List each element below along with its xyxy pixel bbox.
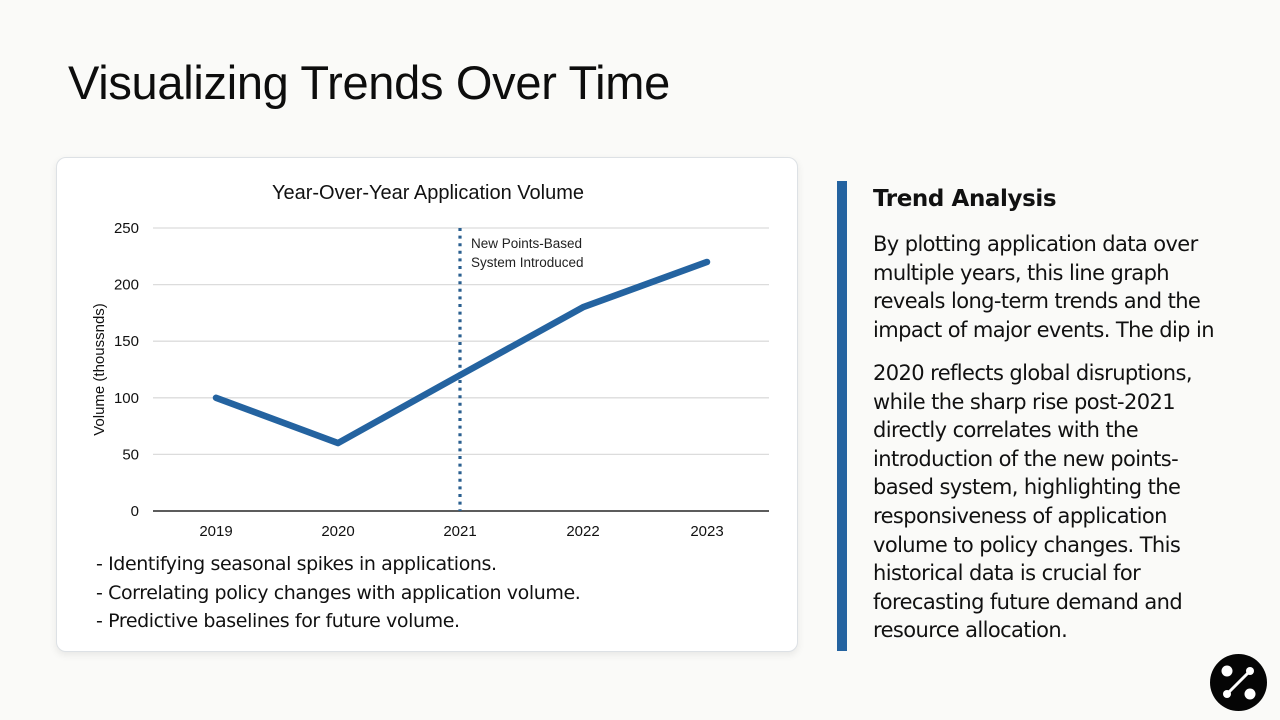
x-tick-label: 2022 <box>566 523 599 540</box>
text-line: impact of major events. The dip in <box>873 317 1215 342</box>
text-line: volume to policy changes. This <box>873 532 1181 557</box>
y-tick-label: 100 <box>114 390 139 407</box>
y-tick-label: 150 <box>114 333 139 350</box>
y-tick-label: 0 <box>131 503 139 520</box>
y-axis-label: Volume (thoussnds) <box>91 303 108 436</box>
link-nodes-icon[interactable] <box>1210 654 1267 711</box>
chart-title: Year-Over-Year Application Volume <box>271 182 585 204</box>
x-tick-label: 2020 <box>321 523 354 540</box>
y-tick-label: 250 <box>114 220 139 237</box>
x-tick-label: 2021 <box>443 523 476 540</box>
text-line: By plotting application data over <box>873 232 1198 256</box>
bullet-item: - Predictive baselines for future volume… <box>96 610 460 632</box>
text-line: responsiveness of application <box>873 503 1167 528</box>
data-line-application-volume <box>212 258 711 447</box>
bullet-list: - Identifying seasonal spikes in applica… <box>96 550 581 636</box>
side-panel-title: Trend Analysis <box>873 186 1057 212</box>
text-line: forecasting future demand and <box>873 589 1183 614</box>
text-line: 2020 reflects global disruptions, <box>873 361 1193 385</box>
text-line: based system, highlighting the <box>873 475 1181 500</box>
accent-bar <box>837 181 847 651</box>
side-panel-paragraph-1: By plotting application data over multip… <box>873 230 1253 344</box>
x-tick-label: 2019 <box>199 523 232 540</box>
text-line: historical data is crucial for <box>873 561 1141 586</box>
text-line: multiple years, this line graph <box>873 260 1170 285</box>
x-tick-label: 2023 <box>690 523 723 540</box>
page-title: Visualizing Trends Over Time <box>68 56 670 109</box>
text-line: resource allocation. <box>873 618 1068 643</box>
line-chart: 0 50 100 150 200 250 2019 2020 2021 2022 2023 Volum… <box>91 220 769 540</box>
annotation-label: New Points-Based <box>471 236 582 251</box>
y-tick-label: 50 <box>122 446 139 463</box>
chart-card: Year-Over-Year Application Volume 0 50 100… <box>56 157 798 652</box>
text-line: directly correlates with the <box>873 418 1139 443</box>
text-line: while the sharp rise post-2021 <box>873 389 1176 414</box>
text-line: reveals long-term trends and the <box>873 289 1201 314</box>
y-tick-label: 200 <box>114 277 139 294</box>
bullet-item: - Correlating policy changes with applic… <box>96 581 581 604</box>
annotation-label: System Introduced <box>471 255 584 270</box>
bullet-item: - Identifying seasonal spikes in applica… <box>96 553 497 575</box>
side-panel-paragraph-2: 2020 reflects global disruptions, while … <box>873 359 1253 645</box>
text-line: introduction of the new points- <box>873 446 1179 471</box>
